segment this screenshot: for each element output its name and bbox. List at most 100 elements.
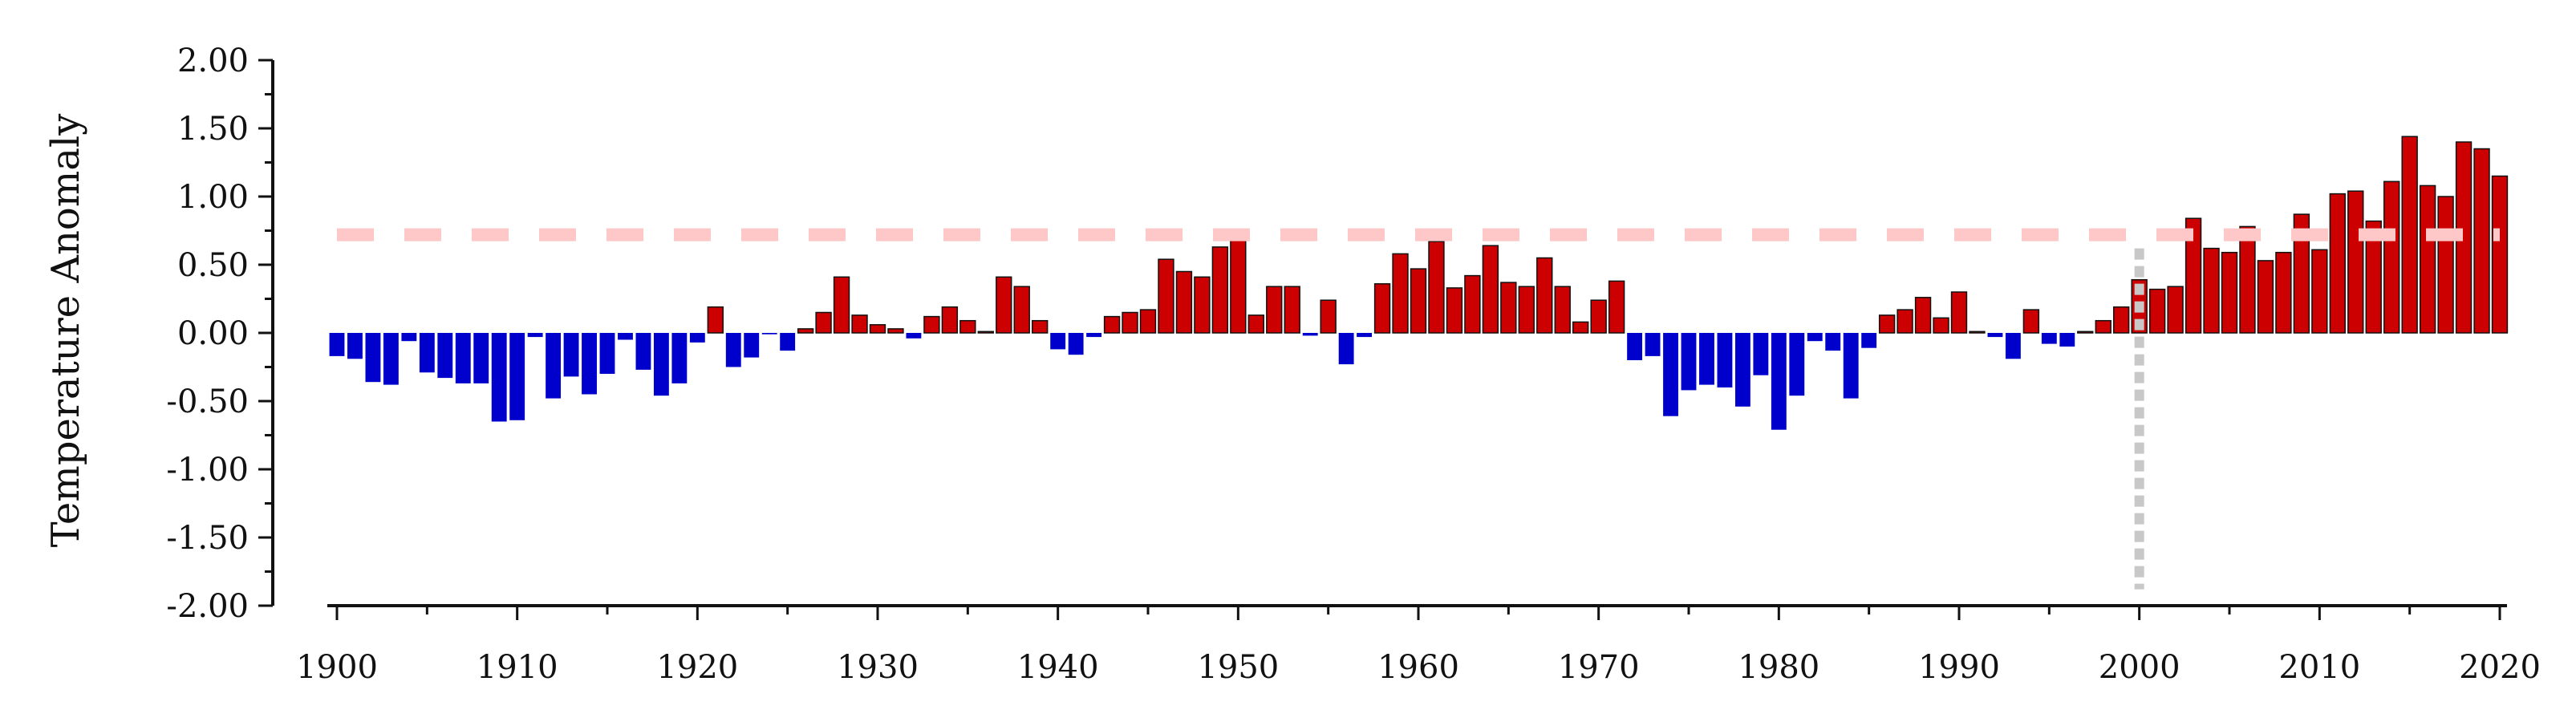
- bar-1942: [1086, 333, 1102, 338]
- bar-2011: [2329, 193, 2346, 334]
- x-tick-label: 1930: [837, 649, 919, 686]
- bar-2019: [2473, 148, 2490, 334]
- reference-lines-layer: [337, 228, 2500, 590]
- bar-1923: [744, 333, 760, 358]
- x-tick-label: 1960: [1377, 649, 1459, 686]
- x-tick-label: 2010: [2278, 649, 2360, 686]
- bar-2005: [2221, 251, 2238, 334]
- bar-2009: [2293, 213, 2310, 334]
- x-tick-label: 1940: [1017, 649, 1099, 686]
- bar-1937: [996, 276, 1012, 334]
- bar-1910: [509, 333, 525, 420]
- bar-1902: [365, 333, 381, 383]
- bar-1987: [1897, 309, 1913, 334]
- bar-1977: [1717, 333, 1733, 387]
- y-tick-label: 0.50: [177, 247, 249, 284]
- bar-2007: [2257, 260, 2274, 334]
- bar-1913: [563, 333, 579, 377]
- bar-1990: [1950, 291, 1968, 334]
- bar-1934: [941, 306, 959, 334]
- bar-1962: [1446, 287, 1463, 334]
- bar-1976: [1699, 333, 1714, 385]
- bar-1972: [1627, 333, 1643, 360]
- bars-layer: [329, 136, 2509, 430]
- bar-2020: [2491, 175, 2509, 334]
- bar-1994: [2022, 309, 2040, 334]
- bar-1997: [2077, 331, 2094, 334]
- bar-1919: [671, 333, 688, 383]
- y-tick-label: -2.00: [166, 588, 249, 625]
- bar-1967: [1536, 257, 1553, 334]
- bar-1969: [1572, 321, 1589, 334]
- bar-1995: [2041, 333, 2057, 344]
- bar-1999: [2113, 306, 2130, 334]
- bar-1924: [761, 333, 777, 335]
- bar-1959: [1392, 253, 1409, 334]
- bar-1935: [959, 319, 976, 334]
- bar-1978: [1734, 333, 1750, 407]
- x-tick-label: 1900: [296, 649, 378, 686]
- y-tick-label: -1.00: [166, 452, 249, 489]
- bar-1931: [887, 328, 904, 334]
- y-tick-label: 0.00: [177, 315, 249, 352]
- bar-1921: [707, 306, 724, 334]
- bar-1991: [1969, 331, 1986, 334]
- bar-1988: [1914, 297, 1932, 334]
- bar-1926: [797, 328, 814, 334]
- bar-1954: [1302, 333, 1318, 336]
- bar-1973: [1645, 333, 1661, 356]
- bar-1960: [1410, 268, 1427, 334]
- bar-1943: [1103, 315, 1121, 334]
- bar-2003: [2185, 217, 2202, 334]
- bar-1941: [1068, 333, 1084, 355]
- bar-1949: [1211, 246, 1229, 334]
- bar-1998: [2095, 319, 2112, 334]
- bar-1940: [1050, 333, 1066, 350]
- bar-2016: [2419, 185, 2436, 334]
- bar-1936: [977, 331, 994, 334]
- bar-1970: [1590, 299, 1607, 334]
- bar-1916: [618, 333, 633, 340]
- y-tick-label: 1.00: [177, 179, 249, 216]
- x-tick-label: 1910: [477, 649, 558, 686]
- bar-2008: [2275, 251, 2292, 334]
- bar-1932: [906, 333, 922, 339]
- bar-1905: [419, 333, 435, 373]
- bar-2002: [2167, 286, 2184, 334]
- bar-1992: [1987, 333, 2003, 338]
- bar-1950: [1230, 235, 1247, 334]
- bar-1901: [347, 333, 363, 359]
- bar-2015: [2401, 136, 2418, 334]
- bar-2001: [2148, 288, 2166, 334]
- bar-1980: [1771, 333, 1787, 430]
- bar-1948: [1194, 276, 1211, 334]
- bar-1909: [491, 333, 507, 422]
- bar-1965: [1500, 282, 1517, 334]
- bar-1975: [1681, 333, 1697, 391]
- bar-1947: [1175, 270, 1193, 334]
- bar-1920: [689, 333, 705, 343]
- bar-1964: [1482, 245, 1499, 334]
- bar-2012: [2347, 190, 2364, 334]
- bar-1986: [1878, 314, 1896, 334]
- x-tick-label: 2020: [2459, 649, 2541, 686]
- x-tick-label: 1920: [656, 649, 738, 686]
- bar-1908: [473, 333, 489, 383]
- bar-1984: [1843, 333, 1859, 399]
- bar-1953: [1284, 286, 1300, 334]
- bar-1952: [1266, 286, 1283, 334]
- bar-1955: [1320, 299, 1337, 334]
- bar-1971: [1608, 280, 1625, 334]
- bar-2017: [2437, 196, 2454, 334]
- bar-1939: [1032, 319, 1049, 334]
- x-tick-label: 1950: [1197, 649, 1279, 686]
- bar-1946: [1158, 258, 1174, 334]
- bar-1927: [815, 311, 832, 334]
- bar-1961: [1428, 241, 1445, 334]
- bar-1956: [1338, 333, 1354, 365]
- bar-1906: [437, 333, 453, 379]
- y-tick-label: -0.50: [166, 383, 249, 420]
- bar-1911: [527, 333, 543, 338]
